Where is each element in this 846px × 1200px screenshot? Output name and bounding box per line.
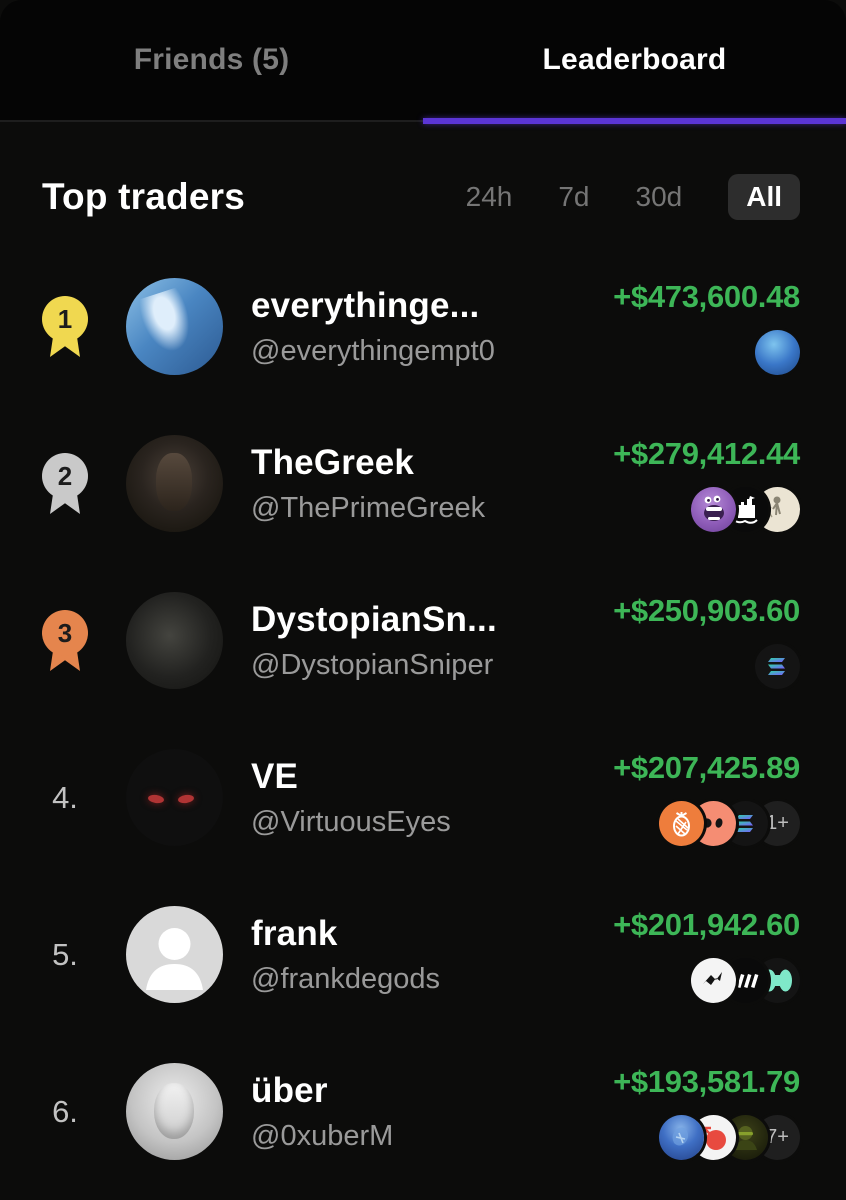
rank-number: 2 (42, 453, 88, 499)
rank-slot: 2 (26, 453, 104, 514)
pineapple-token-icon (659, 800, 704, 846)
token-stack (755, 329, 800, 375)
filter-all-selected[interactable]: All (728, 174, 800, 220)
white-arrow-token-icon (691, 957, 736, 1003)
filter-30d[interactable]: 30d (635, 181, 683, 212)
page-title: Top traders (42, 176, 245, 217)
tab-friends[interactable]: Friends (5) (133, 43, 290, 76)
pnl-amount: +$201,942.60 (613, 906, 800, 942)
pnl-amount: +$193,581.79 (613, 1063, 800, 1099)
avatar[interactable] (126, 592, 223, 689)
trader-gains: +$207,425.89 (613, 750, 800, 846)
rank-slot: 4. (26, 780, 104, 816)
token-stack: 7+ (659, 1114, 800, 1160)
rank-number: 5. (52, 936, 78, 972)
active-tab-indicator (423, 118, 846, 124)
blue-art-token-icon (755, 329, 800, 375)
rank-slot: 5. (26, 937, 104, 973)
avatar[interactable] (126, 435, 223, 532)
pnl-amount: +$250,903.60 (613, 592, 800, 628)
trader-identity: everythinge... @everythingempt0 (251, 286, 613, 368)
avatar[interactable] (126, 1063, 223, 1160)
trader-handle: @VirtuousEyes (251, 805, 451, 838)
trader-gains: +$250,903.60 (613, 593, 800, 689)
pnl-amount: +$207,425.89 (613, 749, 800, 785)
trader-handle: @DystopianSniper (251, 648, 494, 681)
trader-name: everythinge... (251, 285, 480, 325)
trader-gains: +$193,581.79 (613, 1064, 800, 1160)
trader-name: über (251, 1070, 328, 1110)
bronze-medal-icon: 3 (42, 610, 88, 671)
trader-name: TheGreek (251, 442, 415, 482)
trader-gains: +$201,942.60 (613, 907, 800, 1003)
rank-number: 3 (42, 610, 88, 656)
trader-row[interactable]: 3 DystopianSn... @DystopianSniper +$250,… (0, 562, 846, 719)
tab-leaderboard[interactable]: Leaderboard (542, 43, 727, 76)
trader-row[interactable]: 1 everythinge... @everythingempt0 +$473,… (0, 248, 846, 405)
trader-row[interactable]: 6. über @0xuberM +$193,581.79 (0, 1033, 846, 1190)
leaderboard-list: 1 everythinge... @everythingempt0 +$473,… (0, 234, 846, 1190)
trader-row[interactable]: 4. VE @VirtuousEyes +$207,425.89 (0, 719, 846, 876)
trader-handle: @frankdegods (251, 962, 441, 995)
pnl-amount: +$473,600.48 (613, 278, 800, 314)
rank-number: 4. (52, 779, 78, 815)
avatar[interactable] (126, 749, 223, 846)
avatar[interactable] (126, 278, 223, 375)
person-icon (146, 928, 203, 990)
filter-7d[interactable]: 7d (558, 181, 590, 212)
token-stack: 1+ (659, 800, 800, 846)
trader-row[interactable]: 5. frank @frankdegods +$201,942.60 (0, 876, 846, 1033)
trader-identity: frank @frankdegods (251, 914, 613, 996)
trader-identity: DystopianSn... @DystopianSniper (251, 600, 613, 682)
token-stack (691, 957, 800, 1003)
token-stack (755, 643, 800, 689)
rank-number: 6. (52, 1093, 78, 1129)
trader-identity: über @0xuberM (251, 1071, 613, 1153)
gold-medal-icon: 1 (42, 296, 88, 357)
rank-slot: 1 (26, 296, 104, 357)
token-stack (691, 486, 800, 532)
trader-identity: VE @VirtuousEyes (251, 757, 613, 839)
rank-number: 1 (42, 296, 88, 342)
trader-name: DystopianSn... (251, 599, 497, 639)
trader-row[interactable]: 2 TheGreek @ThePrimeGreek +$279,412.44 (0, 405, 846, 562)
trader-handle: @ThePrimeGreek (251, 491, 486, 524)
trader-handle: @everythingempt0 (251, 334, 495, 367)
trader-name: VE (251, 756, 299, 796)
filter-24h[interactable]: 24h (465, 181, 513, 212)
trader-name: frank (251, 913, 338, 953)
tab-bar: Friends (5) Leaderboard (0, 0, 846, 124)
rank-slot: 3 (26, 610, 104, 671)
purple-monster-token-icon (691, 486, 736, 532)
time-filter-group: 24h 7d 30d All (466, 174, 800, 220)
solana-token-icon (755, 643, 800, 689)
trader-identity: TheGreek @ThePrimeGreek (251, 443, 613, 525)
blue-art-token-icon (659, 1114, 704, 1160)
silver-medal-icon: 2 (42, 453, 88, 514)
section-header: Top traders 24h 7d 30d All (0, 122, 846, 234)
trader-handle: @0xuberM (251, 1119, 394, 1152)
trader-gains: +$279,412.44 (613, 436, 800, 532)
rank-slot: 6. (26, 1094, 104, 1130)
trader-gains: +$473,600.48 (613, 279, 800, 375)
pnl-amount: +$279,412.44 (613, 435, 800, 471)
avatar[interactable] (126, 906, 223, 1003)
